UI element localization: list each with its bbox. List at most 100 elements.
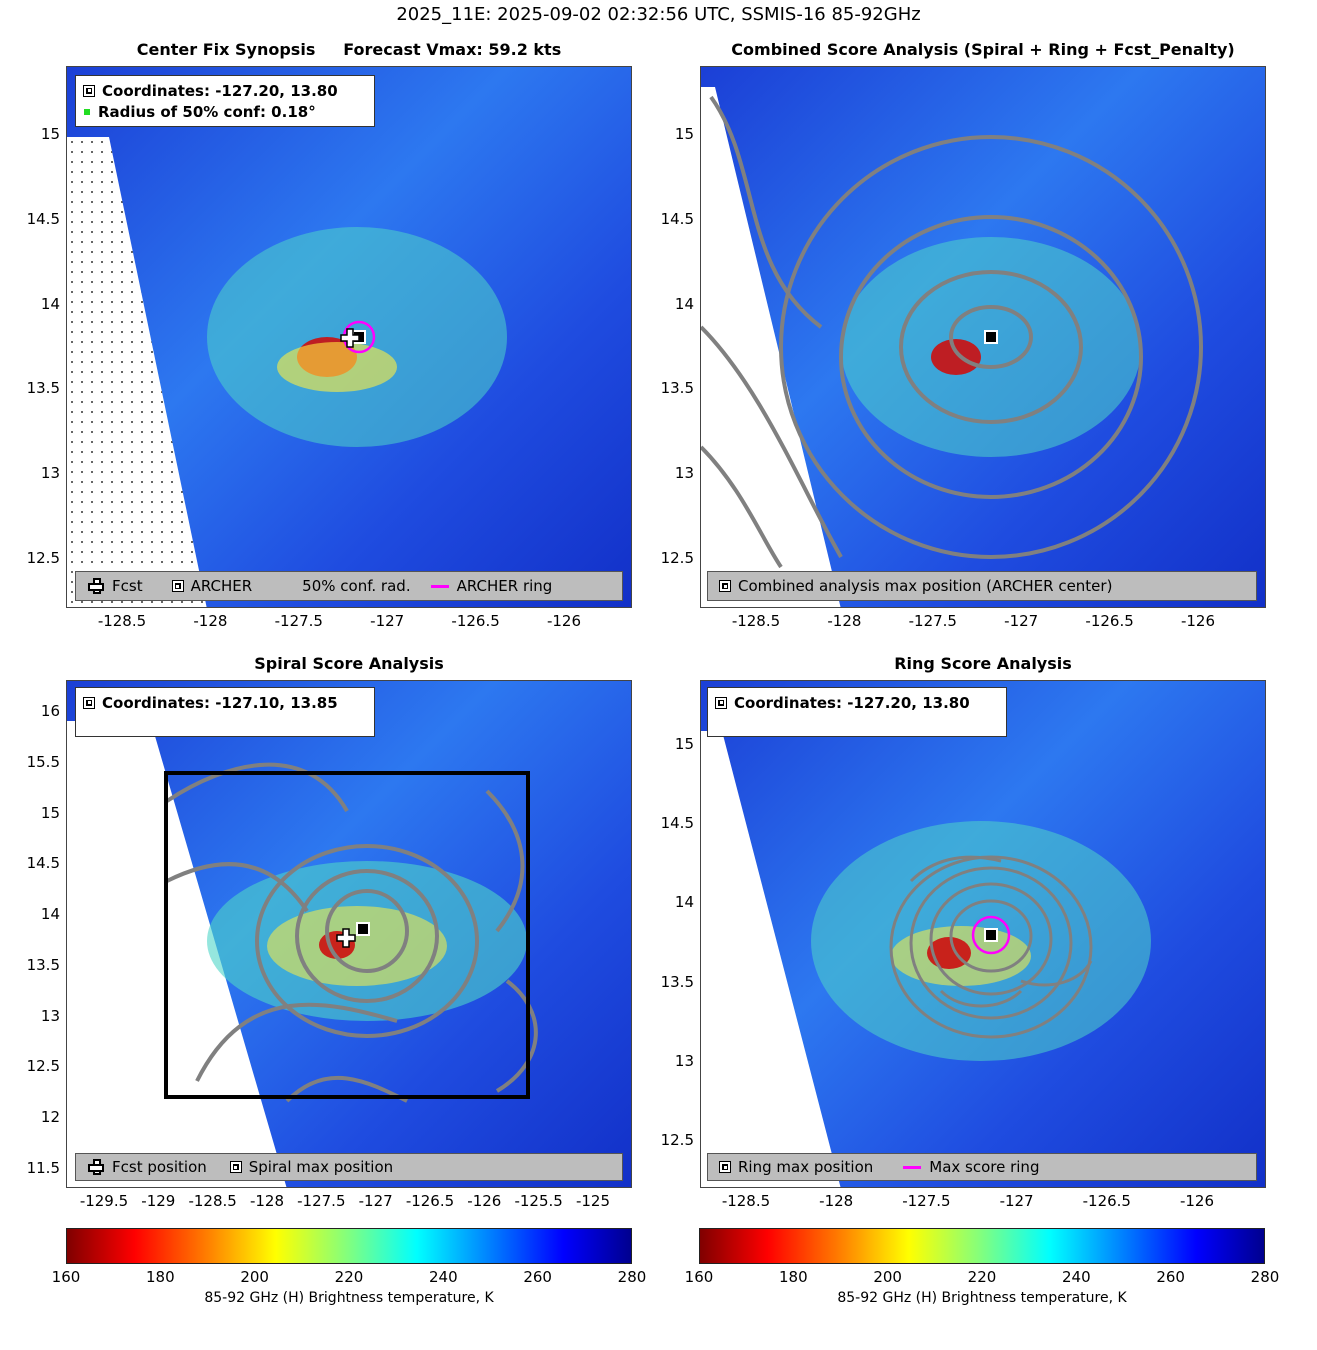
x-tick-label: -128 [249,1192,285,1210]
spiral-max-marker [356,922,370,936]
y-tick-label: 14 [674,893,694,912]
combined-max-label: Combined analysis max position (ARCHER c… [738,577,1113,595]
y-tick-label: 16 [40,702,60,720]
x-tick-label: -128.5 [731,612,781,630]
archer-square-icon [719,580,731,592]
y-tick-label: 11.5 [26,1159,60,1177]
y-tick-label: 14.5 [26,854,60,873]
y-tick-label: 12.5 [660,549,694,567]
x-tick-label: -128 [193,612,228,630]
archer-center-marker [984,330,998,344]
y-tick-label: 15 [40,125,60,143]
y-tick-label: 15 [674,125,694,143]
x-tick-label: -127.5 [297,1192,346,1210]
x-tick-label: -129.5 [79,1192,129,1210]
cold-core [927,937,971,969]
x-tick-label: -126.5 [1085,612,1134,630]
search-box [164,771,530,1099]
spiral-max-label: Spiral max position [248,1158,394,1176]
ring-max-label: Ring max position [738,1158,874,1176]
yellow-band [267,906,447,986]
max-score-ring [971,915,1011,955]
colorbar-tick-label: 200 [240,1268,269,1286]
y-tick-label: 14 [40,905,60,924]
y-tick-label: 13 [674,1051,694,1070]
y-tick-label: 13.5 [660,972,694,991]
fcst-marker [336,928,356,948]
y-tick-label: 15 [674,735,694,753]
x-tick-label: -125.5 [514,1192,563,1210]
colorbar-tick-label: 240 [429,1268,458,1286]
y-tick-label: 13 [674,464,694,483]
ring-axes: Coordinates: -127.20, 13.80 Ring max pos… [700,680,1266,1188]
ring-line-icon [430,584,449,588]
x-tick-label: -128.5 [721,1192,771,1210]
ring-legend: Coordinates: -127.20, 13.80 [707,687,1007,737]
colorbar-tick-label: 280 [1250,1268,1280,1286]
colorbar-tick-label: 240 [1062,1268,1091,1286]
spiral-plot [164,762,538,1103]
x-tick-label: -126.5 [1082,1192,1131,1210]
y-tick-label: 12.5 [26,549,60,567]
x-tick-label: -129 [141,1192,176,1210]
ring-max-marker [984,928,998,942]
x-tick-label: -127 [370,612,405,630]
y-tick-label: 13 [40,464,60,483]
spiral-bottom-legend: Fcst position Spiral max position [75,1153,623,1181]
panel-title-center-fix: Center Fix Synopsis Forecast Vmax: 59.2 … [136,40,562,59]
x-tick-label: -128.5 [188,1192,237,1210]
y-tick-label: 14 [674,294,694,313]
max-score-ring-label: Max score ring [929,1158,1040,1176]
y-tick-label: 14 [40,294,60,313]
colorbar-tick-label: 160 [684,1268,714,1286]
ring-contours [889,855,1093,1039]
coordinates-label: Coordinates: -127.20, 13.80 [734,693,970,712]
colorbar-label-left: 85-92 GHz (H) Brightness temperature, K [204,1290,494,1306]
x-tick-label: -127.5 [902,1192,951,1210]
colorbar-label-right: 85-92 GHz (H) Brightness temperature, K [837,1290,1127,1306]
ring-label: ARCHER ring [456,577,553,595]
x-tick-label: -127.5 [908,612,957,630]
center-fix-bottom-legend: Fcst ARCHER 50% conf. rad. ARCHER ring [75,571,623,601]
score-contours [701,95,1203,569]
combined-axes: Combined analysis max position (ARCHER c… [700,66,1266,608]
x-tick-label: -126.5 [405,1192,455,1210]
fcst-position-label: Fcst position [112,1158,207,1176]
x-tick-label: -128 [827,612,862,630]
x-tick-label: -128.5 [97,612,147,630]
spiral-axes: Coordinates: -127.10, 13.85 Fcst positio… [66,680,632,1188]
yellow-band [277,342,397,392]
ring-plot [811,821,1151,1061]
combined-bottom-legend: Combined analysis max position (ARCHER c… [707,571,1257,601]
x-tick-label: -125 [575,1192,611,1210]
y-tick-label: 14.5 [26,209,60,228]
colorbar-left [66,1228,632,1264]
colorbar-tick-label: 280 [617,1268,647,1286]
colorbar-right [699,1228,1265,1264]
fcst-cross-icon [88,578,104,594]
y-tick-label: 12.5 [660,1131,694,1149]
x-tick-label: -126 [467,1192,502,1210]
warm-band [841,237,1141,457]
y-tick-label: 15 [40,803,60,822]
ring-bottom-legend: Ring max position Max score ring [707,1153,1257,1181]
archer-square-icon [171,580,184,592]
x-tick-label: -128 [819,1192,854,1210]
cold-core [931,339,981,375]
center-fix-axes: Coordinates: -127.20, 13.80 Radius of 50… [66,66,632,608]
colorbar-tick-label: 260 [1156,1268,1185,1286]
y-tick-label: 14.5 [660,209,694,228]
figure-title: 2025_11E: 2025-09-02 02:32:56 UTC, SSMIS… [396,4,921,25]
fcst-cross-icon [88,1159,104,1175]
y-tick-label: 13 [40,1006,60,1025]
colorbar-tick-label: 180 [779,1268,808,1286]
colorbar-tick-label: 260 [523,1268,552,1286]
combined-plot [701,95,1203,569]
colorbar-tick-label: 220 [967,1268,997,1286]
y-tick-label: 13.5 [26,955,60,974]
archer-square-icon [715,696,727,709]
y-tick-label: 12 [40,1108,60,1127]
fcst-label: Fcst [112,577,143,595]
y-tick-label: 15.5 [26,752,60,771]
ring-line-icon [903,1165,922,1169]
